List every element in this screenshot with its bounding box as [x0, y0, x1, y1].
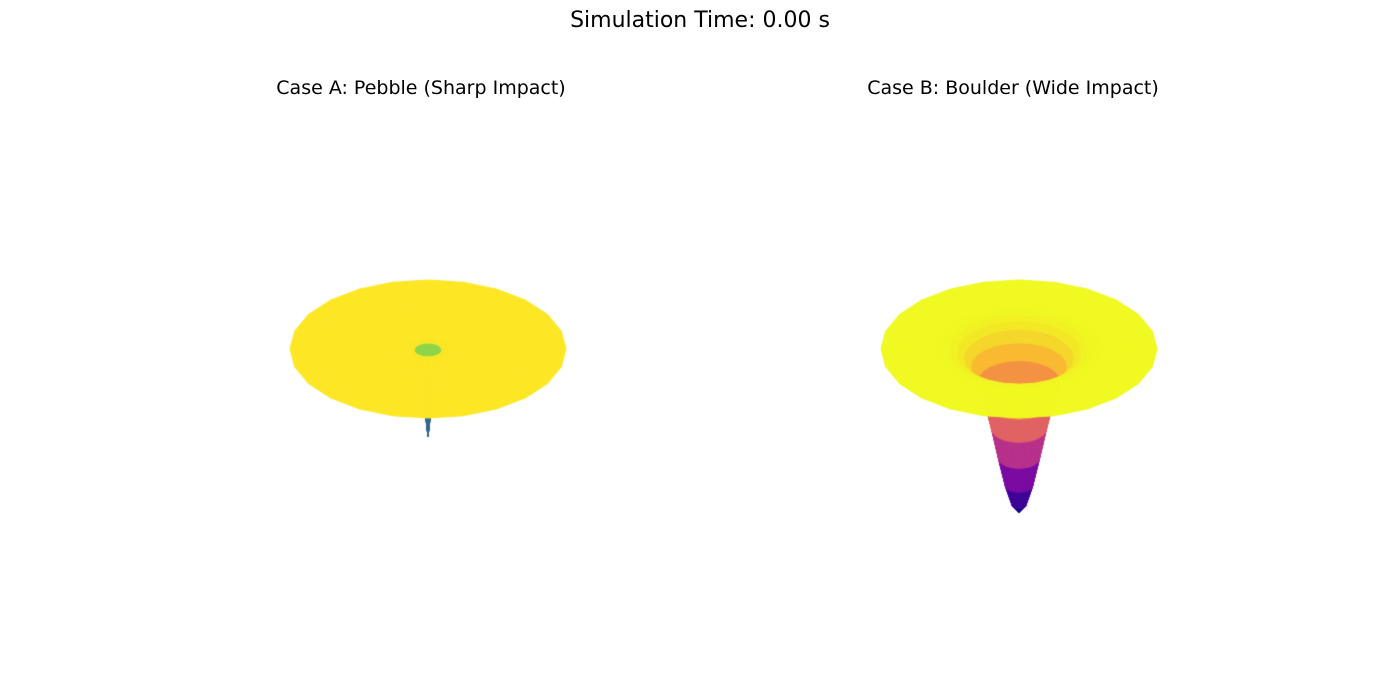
panel-b-title: Case B: Boulder (Wide Impact)	[867, 77, 1159, 99]
figure-title: Simulation Time: 0.00 s	[570, 8, 830, 33]
panel-a-title: Case A: Pebble (Sharp Impact)	[276, 77, 566, 99]
